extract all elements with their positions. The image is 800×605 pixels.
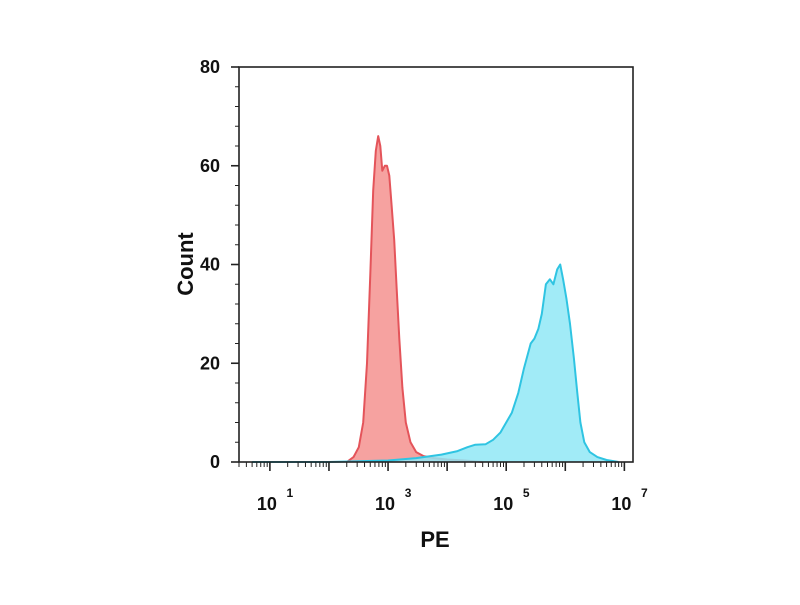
y-axis: 0 20 40 60 80	[200, 57, 239, 472]
histogram-outline-2	[252, 263, 619, 463]
x-tick-exponent: 7	[641, 486, 648, 500]
y-tick-label: 80	[200, 57, 220, 77]
x-axis: 10 1 10 3 10 5 10 7	[238, 462, 648, 514]
x-axis-title: PE	[420, 527, 449, 552]
x-tick-exponent: 1	[287, 486, 294, 500]
x-tick-exponent: 3	[405, 486, 412, 500]
x-tick-exponent: 5	[523, 486, 530, 500]
y-axis-title: Count	[173, 232, 198, 296]
y-tick-label: 40	[200, 255, 220, 275]
x-tick-label: 10	[375, 494, 395, 514]
y-tick-label: 0	[210, 452, 220, 472]
histogram-outline-1	[346, 135, 483, 463]
histogram-fill-2	[252, 264, 619, 462]
x-tick-label: 10	[257, 494, 277, 514]
x-tick-label: 10	[493, 494, 513, 514]
series-layer	[252, 135, 619, 463]
histogram-fill-1	[346, 136, 483, 462]
y-tick-label: 20	[200, 353, 220, 373]
y-tick-label: 60	[200, 156, 220, 176]
x-tick-label: 10	[611, 494, 631, 514]
